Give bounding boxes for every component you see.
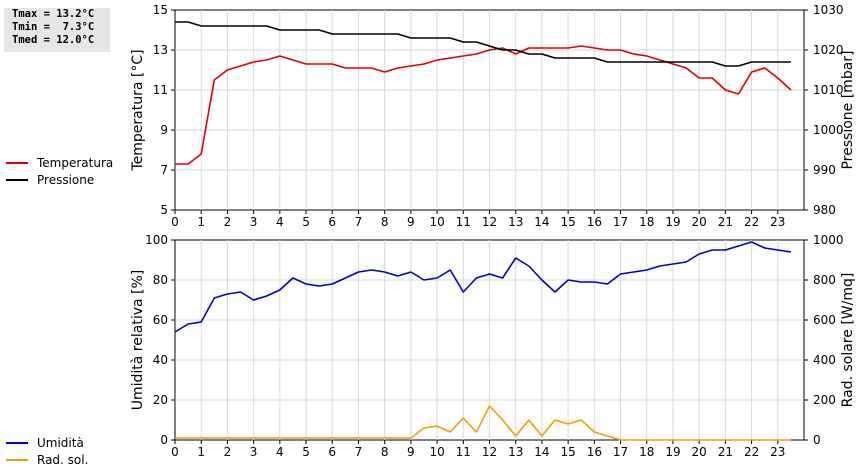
bottom-xtick-label: 13	[508, 445, 523, 459]
top-xtick-label: 16	[587, 215, 602, 229]
top-xtick-label: 21	[718, 215, 733, 229]
top-xtick-label: 23	[770, 215, 785, 229]
top-ylabel: Temperatura [°C]	[130, 49, 146, 171]
bottom-series-umidit-line	[174, 241, 792, 333]
stat-tmax: Tmax = 13.2°C	[12, 8, 95, 20]
bottom-series-rad-sol-line	[175, 405, 791, 441]
bottom-xtick-label: 8	[381, 445, 389, 459]
bottom-xtick-label: 14	[534, 445, 549, 459]
top-xtick-label: 9	[407, 215, 415, 229]
top-y2tick-label: 980	[813, 203, 836, 217]
bottom-xtick-label: 11	[456, 445, 471, 459]
top-legend: Temperatura Pressione	[6, 154, 113, 188]
bottom-xtick-label: 17	[613, 445, 628, 459]
top-series-temperatura-line	[175, 45, 792, 165]
bottom-xtick-label: 0	[171, 445, 179, 459]
top-ytick-label: 11	[153, 83, 168, 97]
legend-item-temperatura: Temperatura	[6, 154, 113, 171]
legend-label-temperatura: Temperatura	[37, 155, 114, 170]
bottom-y2tick-label: 400	[813, 353, 836, 367]
bottom-ytick-label: 20	[153, 393, 168, 407]
top-xtick-label: 20	[692, 215, 707, 229]
top-ytick-label: 7	[160, 163, 168, 177]
top-xtick-label: 6	[328, 215, 336, 229]
bottom-ytick-label: 40	[153, 353, 168, 367]
top-xtick-label: 10	[429, 215, 444, 229]
top-xtick-label: 11	[456, 215, 471, 229]
top-xtick-label: 0	[171, 215, 179, 229]
legend-swatch-umidita	[6, 441, 28, 444]
top-y2tick-label: 1010	[813, 83, 844, 97]
bottom-y2tick-label: 0	[813, 433, 821, 447]
top-xtick-label: 22	[744, 215, 759, 229]
bottom-y2tick-label: 200	[813, 393, 836, 407]
bottom-xtick-label: 20	[692, 445, 707, 459]
bottom-ytick-label: 0	[160, 433, 168, 447]
legend-item-pressione: Pressione	[6, 171, 113, 188]
bottom-xtick-label: 6	[328, 445, 336, 459]
legend-item-umidita: Umidità	[6, 434, 88, 451]
top-xtick-label: 12	[482, 215, 497, 229]
top-y2tick-label: 1030	[813, 3, 844, 17]
top-xtick-label: 1	[197, 215, 205, 229]
bottom-xtick-label: 23	[770, 445, 785, 459]
top-xtick-label: 15	[560, 215, 575, 229]
bottom-xtick-label: 4	[276, 445, 284, 459]
bottom-xtick-label: 16	[587, 445, 602, 459]
bottom-ytick-label: 100	[145, 233, 168, 247]
top-xtick-label: 7	[355, 215, 363, 229]
top-y2label: Pressione [mbar]	[840, 50, 856, 169]
bottom-y2tick-label: 800	[813, 273, 836, 287]
bottom-xtick-label: 10	[429, 445, 444, 459]
top-ytick-label: 13	[153, 43, 168, 57]
stats-box: Tmax = 13.2°C Tmin = 7.3°C Tmed = 12.0°C	[4, 8, 110, 52]
top-series-pressione-line	[175, 21, 791, 67]
bottom-xtick-label: 18	[639, 445, 654, 459]
top-xtick-label: 8	[381, 215, 389, 229]
bottom-y2tick-label: 1000	[813, 233, 844, 247]
stat-tmed: Tmed = 12.0°C	[12, 34, 95, 46]
bottom-ylabel: Umidità relativa [%]	[130, 270, 146, 411]
top-ytick-label: 15	[153, 3, 168, 17]
bottom-xtick-label: 1	[197, 445, 205, 459]
bottom-ytick-label: 60	[153, 313, 168, 327]
bottom-ytick-label: 80	[153, 273, 168, 287]
bottom-xtick-label: 19	[665, 445, 680, 459]
bottom-xtick-label: 2	[224, 445, 232, 459]
top-y2tick-label: 1020	[813, 43, 844, 57]
legend-label-pressione: Pressione	[37, 172, 95, 187]
top-y2tick-label: 1000	[813, 123, 844, 137]
bottom-xtick-label: 5	[302, 445, 310, 459]
bottom-xtick-label: 9	[407, 445, 415, 459]
legend-swatch-pressione	[6, 178, 28, 181]
top-xtick-label: 13	[508, 215, 523, 229]
top-y2tick-label: 990	[813, 163, 836, 177]
top-xtick-label: 2	[224, 215, 232, 229]
top-xtick-label: 19	[665, 215, 680, 229]
top-ytick-label: 9	[160, 123, 168, 137]
bottom-xtick-label: 7	[355, 445, 363, 459]
stat-tmin: Tmin = 7.3°C	[12, 21, 95, 33]
bottom-y2label: Rad. solare [W/mq]	[840, 273, 856, 408]
legend-label-umidita: Umidità	[37, 435, 84, 450]
bottom-xtick-label: 3	[250, 445, 258, 459]
top-xtick-label: 17	[613, 215, 628, 229]
bottom-xtick-label: 21	[718, 445, 733, 459]
bottom-y2tick-label: 600	[813, 313, 836, 327]
top-xtick-label: 3	[250, 215, 258, 229]
top-xtick-label: 18	[639, 215, 654, 229]
bottom-xtick-label: 12	[482, 445, 497, 459]
bottom-xtick-label: 15	[560, 445, 575, 459]
top-xtick-label: 14	[534, 215, 549, 229]
legend-swatch-temperatura	[6, 161, 28, 164]
top-ytick-label: 5	[160, 203, 168, 217]
bottom-xtick-label: 22	[744, 445, 759, 459]
top-xtick-label: 4	[276, 215, 284, 229]
top-xtick-label: 5	[302, 215, 310, 229]
